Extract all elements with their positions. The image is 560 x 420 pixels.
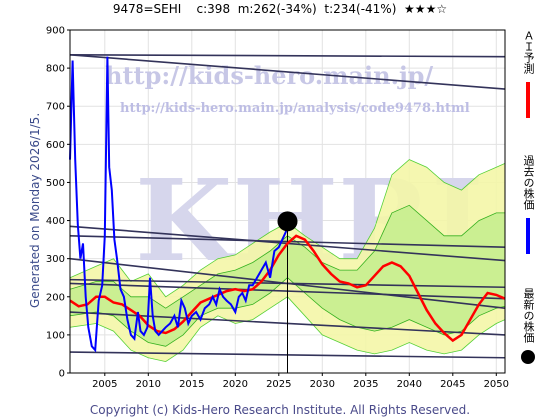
x-tick-label: 2045: [440, 379, 465, 390]
y-tick-label: 100: [46, 330, 65, 341]
legend-past-swatch: [526, 217, 530, 254]
legend-latest-swatch: [521, 349, 535, 364]
past-price-line: [69, 56, 289, 353]
stock-code: 9478=SEHI: [112, 2, 182, 16]
legend-ai-forecast: ＡＩ予測: [520, 30, 536, 118]
legend-ai-swatch: [526, 81, 530, 118]
y-tick-label: 400: [46, 216, 65, 227]
watermark-url-main: http://kids-hero.main.jp/: [105, 61, 433, 90]
ai-forecast-line: [69, 234, 506, 343]
y-tick-label: 300: [46, 254, 65, 265]
copyright-footer: Copyright (c) Kids-Hero Research Institu…: [89, 403, 471, 417]
chart-header: 9478=SEHI c:398 m:262(-34%) t:234(-41%) …: [0, 2, 560, 16]
x-tick-label: 2025: [266, 379, 291, 390]
y-tick-label: 600: [46, 140, 65, 151]
generated-label: Generated on Monday 2026/1/5.: [28, 112, 42, 308]
x-tick-label: 2020: [223, 379, 248, 390]
x-tick-label: 2010: [136, 379, 161, 390]
target-price: t:234(-41%): [324, 2, 397, 16]
legend-latest-label: 最新の株価: [522, 288, 535, 343]
rating-stars: ★★★☆: [404, 2, 448, 16]
current-price: c:398: [196, 2, 231, 16]
trend-line: [69, 53, 506, 90]
medium-target: m:262(-34%): [237, 2, 317, 16]
watermark-url-analysis: http://kids-hero.main.jp/analysis/code94…: [120, 101, 470, 116]
y-tick-label: 700: [46, 102, 65, 113]
x-tick-label: 2050: [484, 379, 509, 390]
legend-past-label: 過去の株価: [522, 155, 535, 210]
plot-frame: [69, 29, 506, 374]
x-tick-label: 2005: [92, 379, 117, 390]
latest-price-marker: [277, 211, 298, 232]
legend-past-price: 過去の株価: [520, 155, 536, 254]
y-tick-label: 0: [59, 369, 65, 380]
x-tick-label: 2040: [397, 379, 422, 390]
trend-line: [69, 53, 506, 58]
y-tick-label: 900: [46, 26, 65, 37]
y-tick-label: 200: [46, 292, 65, 303]
legend-latest-price: 最新の株価: [520, 288, 536, 364]
y-tick-label: 800: [46, 64, 65, 75]
x-tick-label: 2030: [310, 379, 335, 390]
x-tick-label: 2015: [179, 379, 204, 390]
legend-ai-label: ＡＩ予測: [522, 30, 535, 74]
x-tick-label: 2035: [353, 379, 378, 390]
y-tick-label: 500: [46, 178, 65, 189]
